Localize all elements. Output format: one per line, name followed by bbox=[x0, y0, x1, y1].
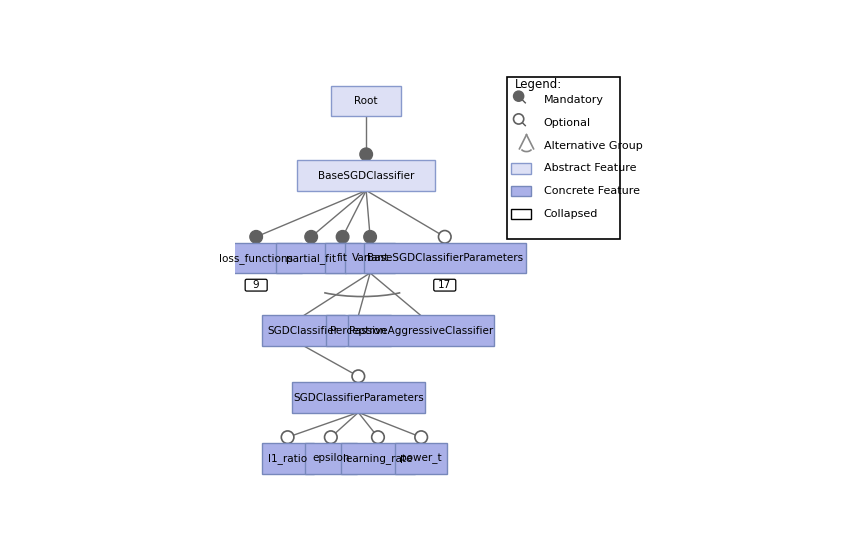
Circle shape bbox=[305, 230, 317, 243]
FancyBboxPatch shape bbox=[348, 316, 495, 346]
Text: BaseSGDClassifierParameters: BaseSGDClassifierParameters bbox=[367, 253, 523, 263]
Text: PassiveAggressiveClassifier: PassiveAggressiveClassifier bbox=[349, 326, 494, 336]
Text: Collapsed: Collapsed bbox=[544, 209, 598, 219]
Text: SGDClassifier: SGDClassifier bbox=[267, 326, 339, 336]
FancyBboxPatch shape bbox=[511, 163, 531, 174]
FancyBboxPatch shape bbox=[511, 209, 531, 219]
FancyBboxPatch shape bbox=[305, 443, 357, 474]
Text: Variant: Variant bbox=[352, 253, 389, 263]
Circle shape bbox=[352, 370, 365, 383]
Text: partial_fit: partial_fit bbox=[286, 253, 336, 264]
FancyBboxPatch shape bbox=[346, 243, 395, 274]
Text: SGDClassifierParameters: SGDClassifierParameters bbox=[293, 393, 424, 402]
Circle shape bbox=[514, 114, 524, 124]
Circle shape bbox=[360, 148, 373, 161]
Text: Legend:: Legend: bbox=[515, 78, 562, 91]
FancyBboxPatch shape bbox=[364, 243, 526, 274]
Circle shape bbox=[364, 230, 377, 243]
Text: learning_rate: learning_rate bbox=[343, 453, 413, 464]
FancyBboxPatch shape bbox=[434, 279, 456, 291]
FancyBboxPatch shape bbox=[511, 186, 531, 197]
FancyBboxPatch shape bbox=[297, 160, 436, 191]
FancyBboxPatch shape bbox=[507, 76, 621, 239]
Text: Perceptron: Perceptron bbox=[331, 326, 387, 336]
Text: l1_ratio: l1_ratio bbox=[268, 453, 307, 464]
Text: Optional: Optional bbox=[544, 118, 591, 128]
Text: 17: 17 bbox=[438, 280, 452, 290]
FancyBboxPatch shape bbox=[210, 243, 302, 274]
Circle shape bbox=[250, 230, 262, 243]
FancyBboxPatch shape bbox=[246, 279, 267, 291]
Circle shape bbox=[336, 230, 349, 243]
Text: Root: Root bbox=[354, 96, 378, 106]
Text: 9: 9 bbox=[253, 280, 260, 290]
Circle shape bbox=[372, 431, 384, 443]
FancyBboxPatch shape bbox=[395, 443, 447, 474]
Text: Mandatory: Mandatory bbox=[544, 95, 604, 105]
Circle shape bbox=[281, 431, 294, 443]
Circle shape bbox=[438, 230, 451, 243]
Circle shape bbox=[514, 91, 524, 101]
Text: BaseSGDClassifier: BaseSGDClassifier bbox=[318, 170, 415, 181]
FancyBboxPatch shape bbox=[331, 86, 401, 116]
Text: loss_functions: loss_functions bbox=[220, 253, 294, 264]
FancyBboxPatch shape bbox=[292, 382, 425, 413]
Text: Abstract Feature: Abstract Feature bbox=[544, 163, 637, 174]
FancyBboxPatch shape bbox=[341, 443, 415, 474]
Text: epsilon: epsilon bbox=[312, 453, 350, 464]
Circle shape bbox=[325, 431, 337, 443]
Text: fit: fit bbox=[337, 253, 348, 263]
FancyBboxPatch shape bbox=[325, 316, 391, 346]
FancyBboxPatch shape bbox=[262, 316, 345, 346]
FancyBboxPatch shape bbox=[325, 243, 361, 274]
Text: Concrete Feature: Concrete Feature bbox=[544, 186, 640, 196]
Text: power_t: power_t bbox=[400, 453, 442, 464]
Circle shape bbox=[415, 431, 427, 443]
FancyBboxPatch shape bbox=[276, 243, 346, 274]
FancyBboxPatch shape bbox=[262, 443, 314, 474]
Text: Alternative Group: Alternative Group bbox=[544, 141, 643, 151]
